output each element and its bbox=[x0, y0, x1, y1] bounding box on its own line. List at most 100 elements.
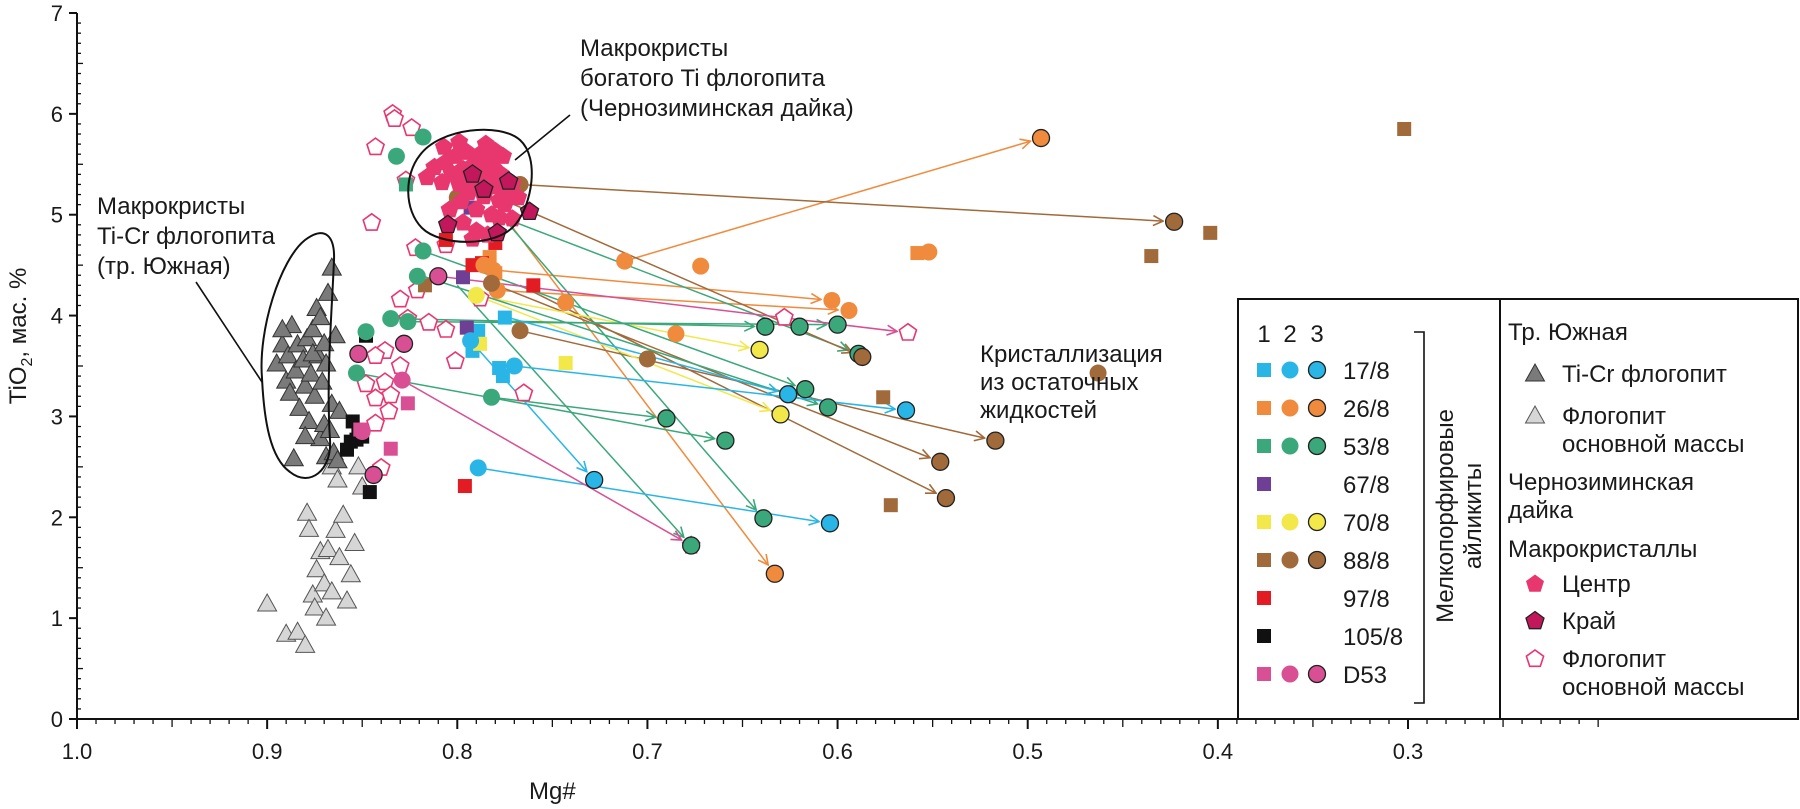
data-point bbox=[287, 621, 308, 640]
data-point bbox=[667, 325, 685, 343]
data-point bbox=[289, 397, 310, 416]
y-axis-title: TiO2, мас. % bbox=[5, 268, 36, 405]
legend-square bbox=[1257, 667, 1271, 681]
annotation-ti-cr: (тр. Южная) bbox=[97, 253, 231, 280]
x-axis-title: Mg# bbox=[529, 778, 576, 805]
data-point bbox=[315, 607, 337, 626]
data-point bbox=[296, 502, 318, 521]
data-point bbox=[419, 312, 439, 331]
data-point bbox=[1203, 225, 1218, 240]
data-point bbox=[272, 318, 293, 338]
data-point bbox=[756, 317, 775, 336]
data-point bbox=[459, 320, 474, 335]
evolution-arrow bbox=[497, 289, 838, 310]
data-point bbox=[402, 118, 422, 137]
legend-col-header: 2 bbox=[1283, 321, 1296, 348]
data-point bbox=[344, 532, 365, 552]
data-point bbox=[754, 509, 773, 528]
data-point bbox=[399, 313, 417, 331]
data-point bbox=[467, 286, 485, 304]
legend-circle bbox=[1281, 437, 1299, 455]
x-tick-label: 0.7 bbox=[632, 739, 663, 764]
legend-triangle-dark bbox=[1524, 362, 1546, 382]
data-point bbox=[796, 380, 815, 399]
data-point bbox=[509, 188, 528, 206]
evolution-arrow bbox=[456, 284, 684, 537]
data-point bbox=[321, 580, 343, 600]
legend-item-label: основной массы bbox=[1562, 431, 1744, 458]
data-point bbox=[400, 396, 415, 411]
data-point bbox=[1397, 121, 1412, 136]
data-point bbox=[317, 282, 339, 301]
legend-item-label: Флогопит bbox=[1562, 403, 1666, 430]
legend-box bbox=[1237, 298, 1799, 720]
legend-square bbox=[1257, 515, 1271, 529]
data-point bbox=[317, 538, 339, 558]
evolution-arrow bbox=[438, 275, 897, 331]
annotation-ti-rich: (Чернозиминская дайка) bbox=[580, 95, 854, 122]
legend-group-title: Тр. Южная bbox=[1508, 319, 1628, 346]
data-point bbox=[883, 498, 898, 513]
data-point bbox=[357, 323, 375, 341]
data-point bbox=[462, 164, 483, 183]
data-point bbox=[275, 370, 297, 389]
data-point bbox=[467, 200, 486, 218]
data-point bbox=[820, 514, 840, 533]
data-point bbox=[469, 459, 487, 477]
annotation-crystallization: Кристаллизация bbox=[980, 341, 1163, 368]
data-point bbox=[366, 137, 386, 156]
legend-circle-dark bbox=[1307, 436, 1327, 456]
data-point bbox=[390, 356, 410, 375]
data-point bbox=[495, 369, 510, 384]
legend-col-header: 3 bbox=[1310, 321, 1323, 348]
legend-pentagon-dark bbox=[1525, 610, 1545, 630]
data-point bbox=[256, 592, 278, 612]
y-tick-label: 2 bbox=[51, 505, 63, 530]
evolution-arrow bbox=[495, 214, 848, 350]
data-point bbox=[437, 214, 458, 234]
data-point bbox=[349, 344, 368, 364]
y-tick-label: 4 bbox=[51, 304, 63, 329]
data-point bbox=[325, 324, 346, 344]
legend-square bbox=[1257, 553, 1271, 567]
y-tick-label: 5 bbox=[51, 203, 63, 228]
legend-triangle-light bbox=[1524, 404, 1546, 424]
data-point bbox=[336, 589, 358, 609]
x-tick-label: 1.0 bbox=[62, 739, 93, 764]
data-point bbox=[450, 132, 469, 150]
data-point bbox=[1031, 128, 1051, 148]
data-point bbox=[429, 267, 448, 286]
evolution-arrow bbox=[401, 379, 681, 540]
legend-bracket bbox=[1414, 331, 1425, 704]
data-point bbox=[585, 470, 604, 490]
legend-circle-dark bbox=[1307, 360, 1327, 380]
evolution-arrow bbox=[356, 372, 715, 439]
evolution-arrow bbox=[476, 294, 749, 347]
evolution-arrow bbox=[494, 204, 768, 565]
data-point bbox=[823, 291, 841, 309]
data-point bbox=[526, 278, 541, 293]
legend-circle-dark bbox=[1307, 512, 1327, 532]
data-point bbox=[279, 382, 301, 401]
data-point bbox=[434, 137, 453, 155]
data-point bbox=[379, 401, 399, 420]
data-point bbox=[498, 171, 519, 190]
legend-circle bbox=[1281, 399, 1299, 417]
point-layer bbox=[256, 103, 1412, 653]
x-tick-label: 0.6 bbox=[822, 739, 853, 764]
data-point bbox=[329, 400, 350, 419]
legend-vertical-label: Мелкопорфировыеайликиты bbox=[1432, 409, 1487, 623]
data-point bbox=[774, 307, 794, 326]
data-point bbox=[853, 347, 872, 367]
legend-pentagon bbox=[1526, 574, 1544, 592]
evolution-arrow bbox=[500, 314, 778, 392]
leader-line bbox=[514, 114, 571, 161]
legend-square bbox=[1257, 629, 1271, 643]
data-point bbox=[750, 340, 769, 360]
annotation-crystallization: жидкостей bbox=[980, 397, 1097, 424]
annotation-crystallization: из остаточных bbox=[980, 369, 1139, 396]
data-point bbox=[716, 431, 735, 450]
data-point bbox=[454, 213, 472, 231]
data-point bbox=[310, 306, 331, 326]
data-point bbox=[1144, 249, 1159, 264]
